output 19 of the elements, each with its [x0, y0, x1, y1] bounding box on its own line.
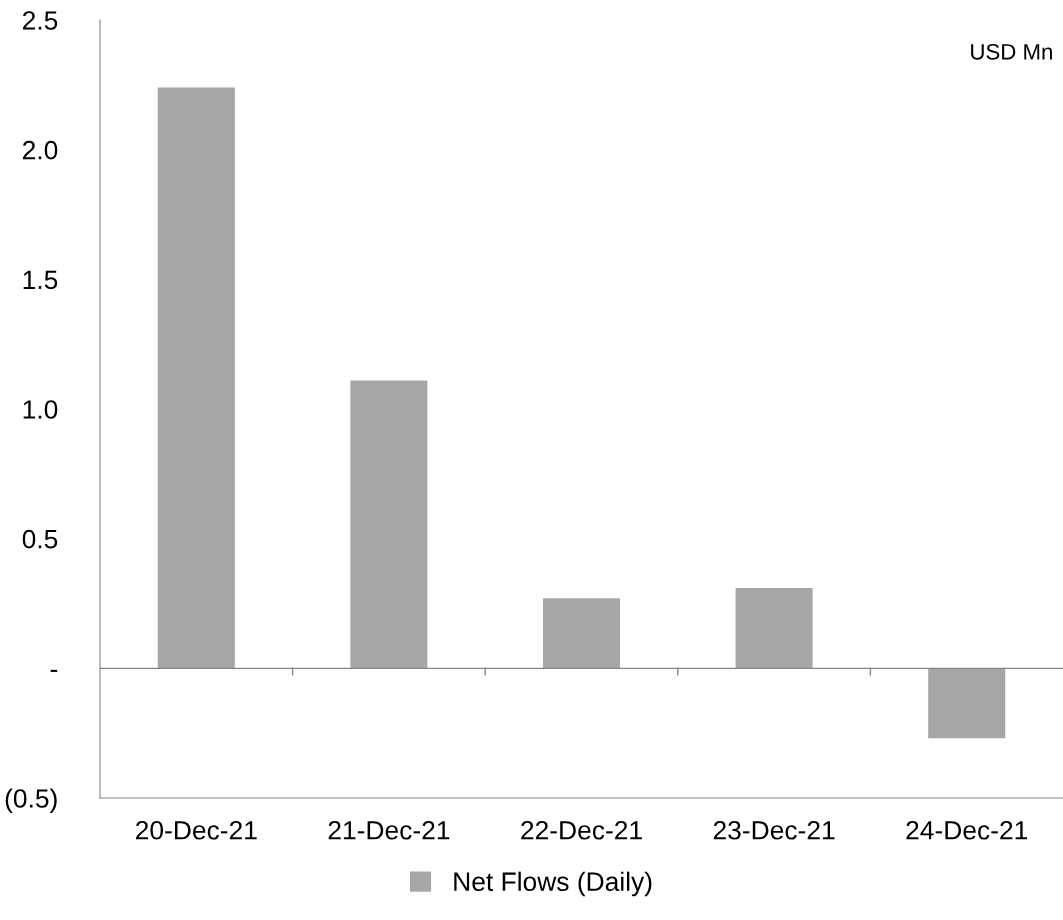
bar — [928, 668, 1006, 739]
bar — [157, 87, 235, 669]
y-tick-label: 2.5 — [22, 11, 58, 30]
y-tick-label: 1.0 — [23, 400, 58, 419]
y-tick-label: 2.0 — [22, 140, 58, 160]
y-tick-label: 1.5 — [23, 270, 58, 290]
bar — [350, 380, 428, 669]
y-tick-label: 0.5 — [22, 529, 58, 549]
legend-label: Net Flows (Daily) — [454, 871, 652, 897]
bar — [735, 587, 813, 669]
x-tick-label: 20-Dec-21 — [136, 820, 257, 840]
annotation: USD Mn — [971, 43, 1052, 60]
bar — [542, 598, 621, 669]
x-tick-label: 21-Dec-21 — [328, 820, 450, 840]
x-tick-label: 22-Dec-21 — [521, 820, 642, 840]
y-tick-label: (0.5) — [5, 788, 57, 814]
x-tick-label: 24-Dec-21 — [906, 820, 1028, 840]
x-tick-label: 23-Dec-21 — [713, 820, 835, 840]
y-tick-label: - — [50, 669, 58, 672]
